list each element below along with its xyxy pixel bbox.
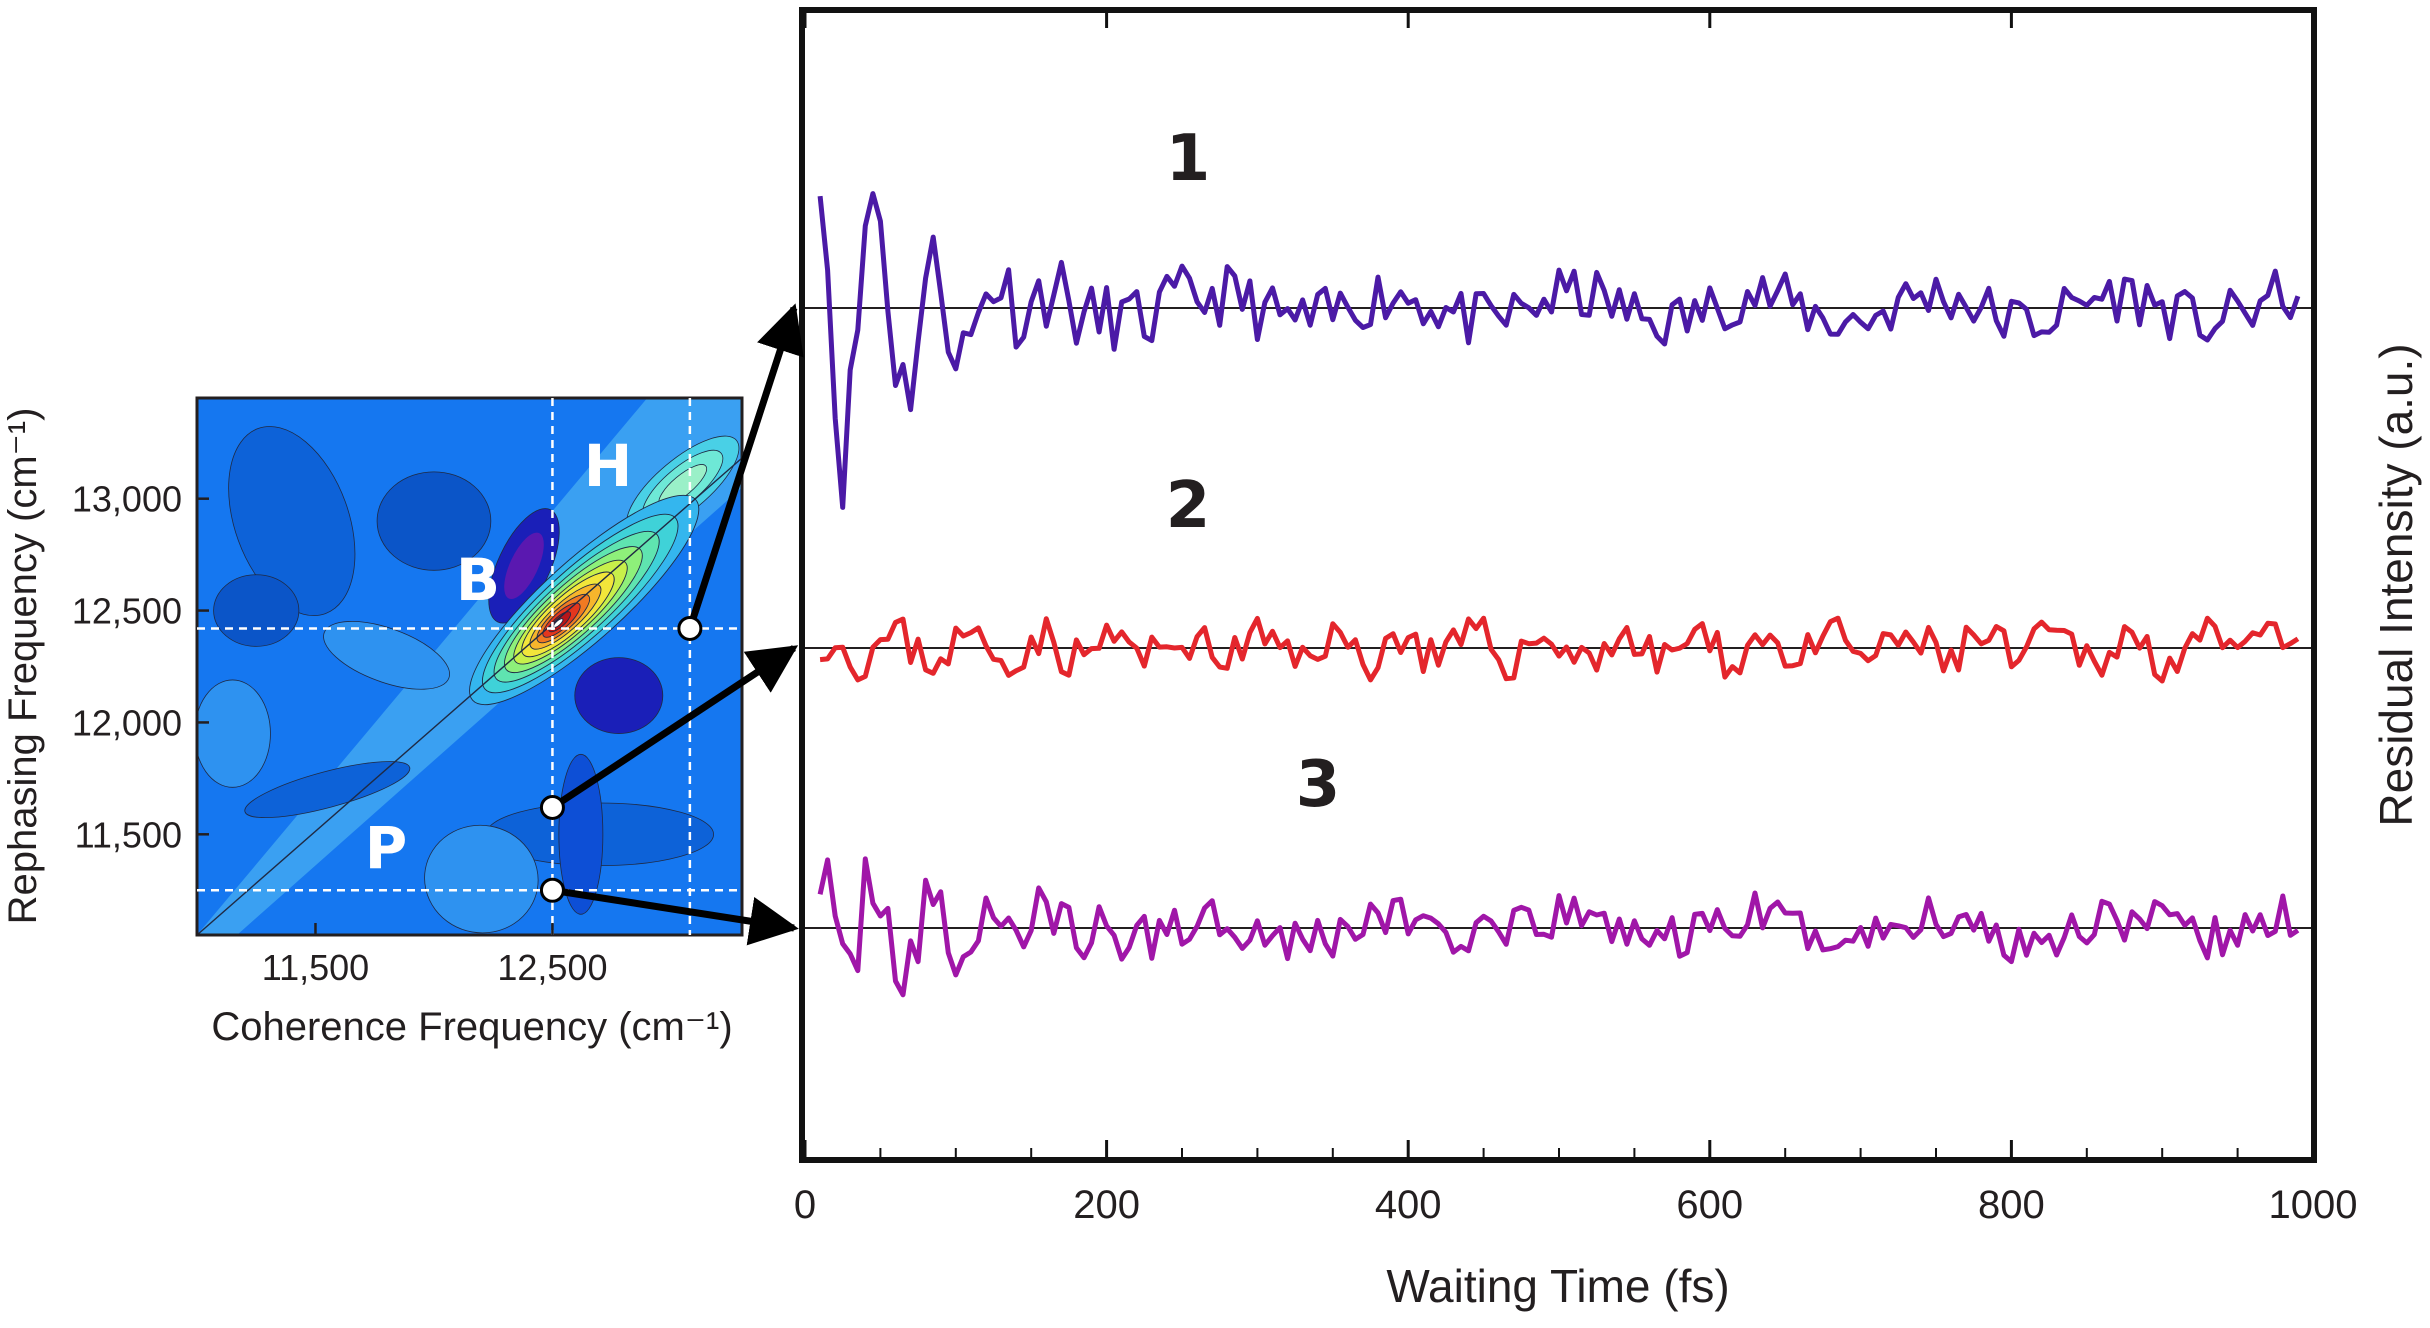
spectrum-panel: 11,500 12,500 11,500 12,000 12,500 13,000 B H P… — [1, 396, 744, 1049]
spectrum-y-tick-label: 12,000 — [72, 702, 182, 743]
contour-blob — [376, 471, 492, 571]
spectrum-region-labels: B H P — [365, 432, 633, 882]
marker-dot-3 — [539, 877, 565, 903]
spectrum-ticks: 11,500 12,500 11,500 12,000 12,500 13,000 — [72, 479, 608, 988]
x-tick-label-200: 200 — [1073, 1183, 1140, 1227]
region-label-h: H — [584, 432, 633, 500]
spectrum-guides — [197, 398, 742, 935]
spectrum-y-tick-label: 12,500 — [72, 591, 182, 632]
region-label-b: B — [456, 546, 500, 614]
spectrum-contours — [197, 398, 742, 935]
series-line-3 — [817, 856, 2300, 998]
x-tick-label-1000: 1000 — [2269, 1183, 2358, 1227]
contour-blob — [213, 574, 300, 647]
connector-arrow-3 — [551, 886, 799, 946]
connector-arrow-1 — [686, 303, 804, 630]
marker-dot-2 — [539, 794, 565, 820]
connector-arrow-2 — [550, 645, 799, 811]
negative-lobe-core — [504, 532, 544, 599]
trace-labels: 1 2 3 — [1166, 122, 1341, 822]
trace-baselines — [805, 307, 2313, 929]
spectrum-x-tick-label: 12,500 — [497, 947, 607, 988]
traces-x-ticks: 0 200 400 600 800 1000 — [794, 10, 2358, 1227]
contour-blob — [424, 824, 539, 934]
series-line-2 — [819, 615, 2300, 684]
contour-blob — [244, 761, 411, 819]
contour-blob — [228, 426, 356, 616]
trace-label-2: 2 — [1166, 469, 1211, 543]
trace-label-3: 3 — [1296, 748, 1341, 822]
connector-arrows — [539, 303, 804, 946]
spectrum-y-axis-title: Rephasing Frequency (cm⁻¹) — [1, 408, 45, 925]
spectrum-y-tick-label: 13,000 — [72, 479, 182, 520]
contour-blob — [323, 620, 450, 690]
trace-series — [817, 191, 2301, 998]
negative-lobe-lower — [574, 657, 664, 734]
marker-dot-1 — [677, 615, 703, 641]
x-tick-label-0: 0 — [794, 1183, 816, 1227]
b-peak-contour — [553, 618, 564, 628]
spectrum-x-axis-title: Coherence Frequency (cm⁻¹) — [211, 1005, 732, 1049]
spectrum-y-tick-label: 11,500 — [75, 814, 182, 855]
x-tick-label-800: 800 — [1978, 1183, 2045, 1227]
spectrum-frame — [195, 396, 744, 937]
traces-frame — [799, 7, 2317, 1163]
region-label-p: P — [365, 814, 408, 882]
trace-label-1: 1 — [1166, 122, 1211, 196]
contour-blob — [197, 679, 271, 788]
x-tick-label-600: 600 — [1676, 1183, 1743, 1227]
spectrum-x-tick-label: 11,500 — [262, 947, 369, 988]
traces-y-axis-title: Residual Intensity (a.u.) — [2370, 343, 2422, 826]
series-line-1 — [817, 191, 2301, 510]
x-tick-label-400: 400 — [1375, 1183, 1442, 1227]
traces-panel: 123 0 200 400 600 800 1000 Waiting Time (fs) … — [794, 7, 2422, 1312]
diagonal-line — [197, 457, 742, 935]
traces-x-axis-title: Waiting Time (fs) — [1386, 1260, 1729, 1312]
